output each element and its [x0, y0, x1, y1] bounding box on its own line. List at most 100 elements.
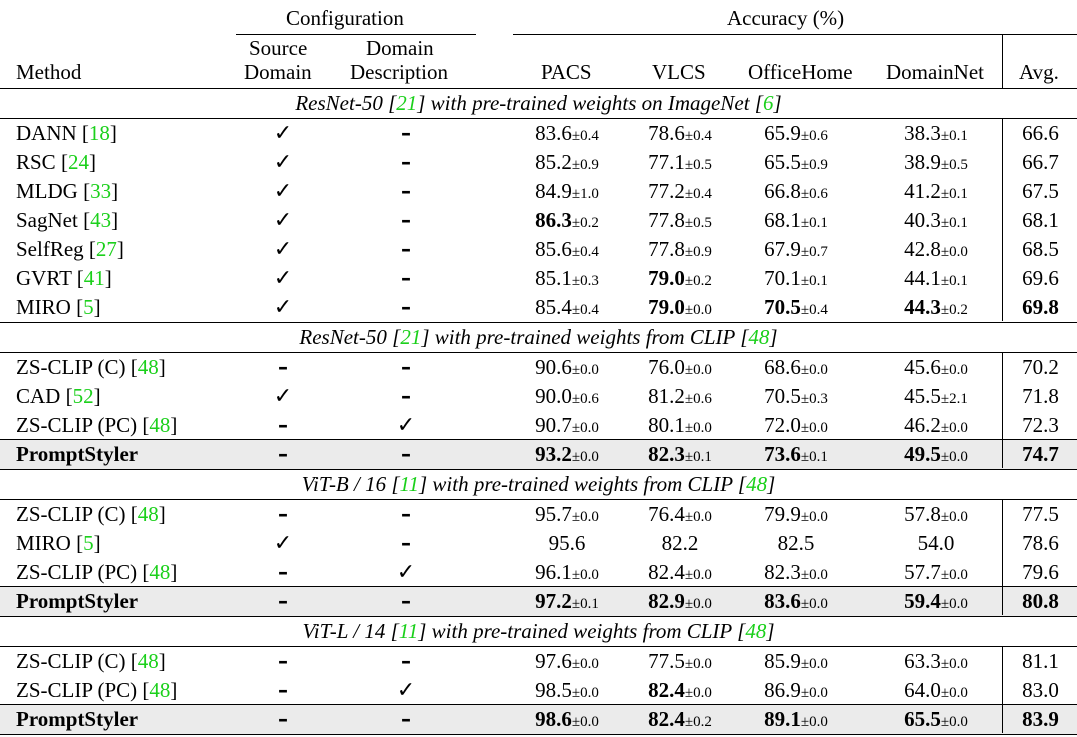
oh-accuracy-cell: 68.1±0.1	[722, 206, 870, 235]
section-rule	[0, 118, 1077, 120]
avg-value: 83.9	[1022, 707, 1059, 731]
method-cell: ZS-CLIP (PC) [48]	[16, 676, 177, 705]
source-domain-cell: –	[245, 705, 321, 734]
dn-value: 65.5	[904, 707, 941, 731]
avg-value: 79.6	[1022, 560, 1059, 584]
avg-value: 72.3	[1022, 413, 1059, 437]
vlcs-accuracy-cell: 82.9±0.0	[612, 587, 748, 616]
dash-mark: –	[401, 355, 411, 379]
section-end-rule	[0, 322, 1077, 324]
dash-mark: –	[401, 295, 411, 319]
col-header-avg: Avg.	[1019, 60, 1059, 84]
dash-mark: –	[401, 121, 411, 145]
method-name: MLDG [	[16, 179, 91, 203]
dn-std: ±0.0	[940, 656, 968, 672]
vlcs-value: 77.8	[648, 237, 685, 261]
checkmark-icon: ✓	[396, 678, 416, 703]
pacs-accuracy-cell: 95.6	[500, 529, 634, 558]
domain-description-cell: –	[348, 500, 464, 529]
vlcs-value: 78.6	[648, 121, 685, 145]
avg-value: 66.7	[1022, 150, 1059, 174]
oh-std: ±0.0	[800, 656, 828, 672]
pacs-std: ±0.4	[571, 128, 599, 144]
source-domain-cell: –	[245, 353, 321, 382]
vlcs-value: 76.0	[648, 355, 685, 379]
pacs-std: ±0.0	[571, 509, 599, 525]
citation-ref: 48	[137, 502, 159, 526]
avg-column-divider	[1002, 352, 1004, 468]
section-title: ResNet-50 [21] with pre-trained weights …	[0, 89, 1077, 118]
source-domain-cell: –	[245, 676, 321, 705]
pacs-value: 90.6	[535, 355, 572, 379]
col-header-domainnet: DomainNet	[886, 60, 984, 84]
pacs-accuracy-cell: 85.6±0.4	[500, 235, 634, 264]
dn-value: 59.4	[904, 589, 941, 613]
domain-description-cell: –	[348, 353, 464, 382]
section-end-rule	[0, 616, 1077, 618]
dn-value: 38.9	[904, 150, 941, 174]
source-domain-cell: ✓	[245, 529, 321, 558]
oh-value: 85.9	[764, 649, 801, 673]
dash-mark: –	[401, 589, 411, 613]
section-title-text: ResNet-50 [	[299, 325, 401, 349]
oh-std: ±0.0	[800, 714, 828, 730]
oh-value: 65.5	[764, 150, 801, 174]
dash-mark: –	[278, 707, 288, 731]
dn-accuracy-cell: 57.7±0.0	[868, 558, 1004, 587]
dash-mark: –	[401, 150, 411, 174]
vlcs-value: 77.2	[648, 179, 685, 203]
oh-value: 72.0	[764, 413, 801, 437]
domain-description-cell: –	[348, 647, 464, 676]
pacs-value: 96.1	[535, 560, 572, 584]
citation-ref: 6	[762, 91, 774, 115]
method-cell: PromptStyler	[16, 587, 138, 616]
col-header-desc-line1: Domain	[366, 36, 434, 60]
pacs-accuracy-cell: 90.6±0.0	[500, 353, 634, 382]
table-bottom-rule	[0, 734, 1077, 736]
citation-ref: 33	[90, 179, 112, 203]
source-domain-cell: ✓	[245, 235, 321, 264]
avg-accuracy-cell: 69.6	[1004, 264, 1077, 293]
oh-value: 79.9	[764, 502, 801, 526]
pacs-accuracy-cell: 90.7±0.0	[500, 411, 634, 440]
vlcs-std: ±0.6	[684, 391, 712, 407]
method-name: MIRO [	[16, 295, 84, 319]
checkmark-icon: ✓	[273, 384, 293, 409]
domain-description-cell: –	[348, 293, 464, 322]
dn-std: ±0.1	[940, 273, 968, 289]
oh-value: 67.9	[764, 237, 801, 261]
oh-std: ±0.0	[800, 362, 828, 378]
dn-accuracy-cell: 49.5±0.0	[868, 440, 1004, 469]
bracket: ]	[111, 179, 119, 203]
oh-accuracy-cell: 89.1±0.0	[722, 705, 870, 734]
oh-value: 70.1	[764, 266, 801, 290]
dn-accuracy-cell: 46.2±0.0	[868, 411, 1004, 440]
method-cell: MLDG [33]	[16, 177, 118, 206]
dash-mark: –	[278, 413, 288, 437]
oh-std: ±0.0	[800, 685, 828, 701]
avg-accuracy-cell: 83.9	[1004, 705, 1077, 734]
dash-mark: –	[278, 589, 288, 613]
pacs-std: ±0.0	[571, 685, 599, 701]
domain-description-cell: ✓	[348, 676, 464, 705]
citation-ref: 27	[95, 237, 117, 261]
dn-value: 40.3	[904, 208, 941, 232]
method-cell: GVRT [41]	[16, 264, 112, 293]
oh-accuracy-cell: 65.5±0.9	[722, 148, 870, 177]
source-domain-cell: ✓	[245, 177, 321, 206]
dn-accuracy-cell: 65.5±0.0	[868, 705, 1004, 734]
checkmark-icon: ✓	[273, 179, 293, 204]
oh-std: ±0.0	[800, 509, 828, 525]
avg-accuracy-cell: 78.6	[1004, 529, 1077, 558]
col-header-method: Method	[16, 60, 82, 84]
source-domain-cell: ✓	[245, 382, 321, 411]
avg-accuracy-cell: 66.7	[1004, 148, 1077, 177]
vlcs-value: 82.2	[661, 531, 699, 555]
header-underline-configuration	[236, 34, 476, 36]
bracket: ]	[111, 208, 119, 232]
vlcs-accuracy-cell: 81.2±0.6	[612, 382, 748, 411]
oh-std: ±0.7	[800, 244, 828, 260]
oh-value: 68.1	[764, 208, 801, 232]
avg-accuracy-cell: 66.6	[1004, 119, 1077, 148]
